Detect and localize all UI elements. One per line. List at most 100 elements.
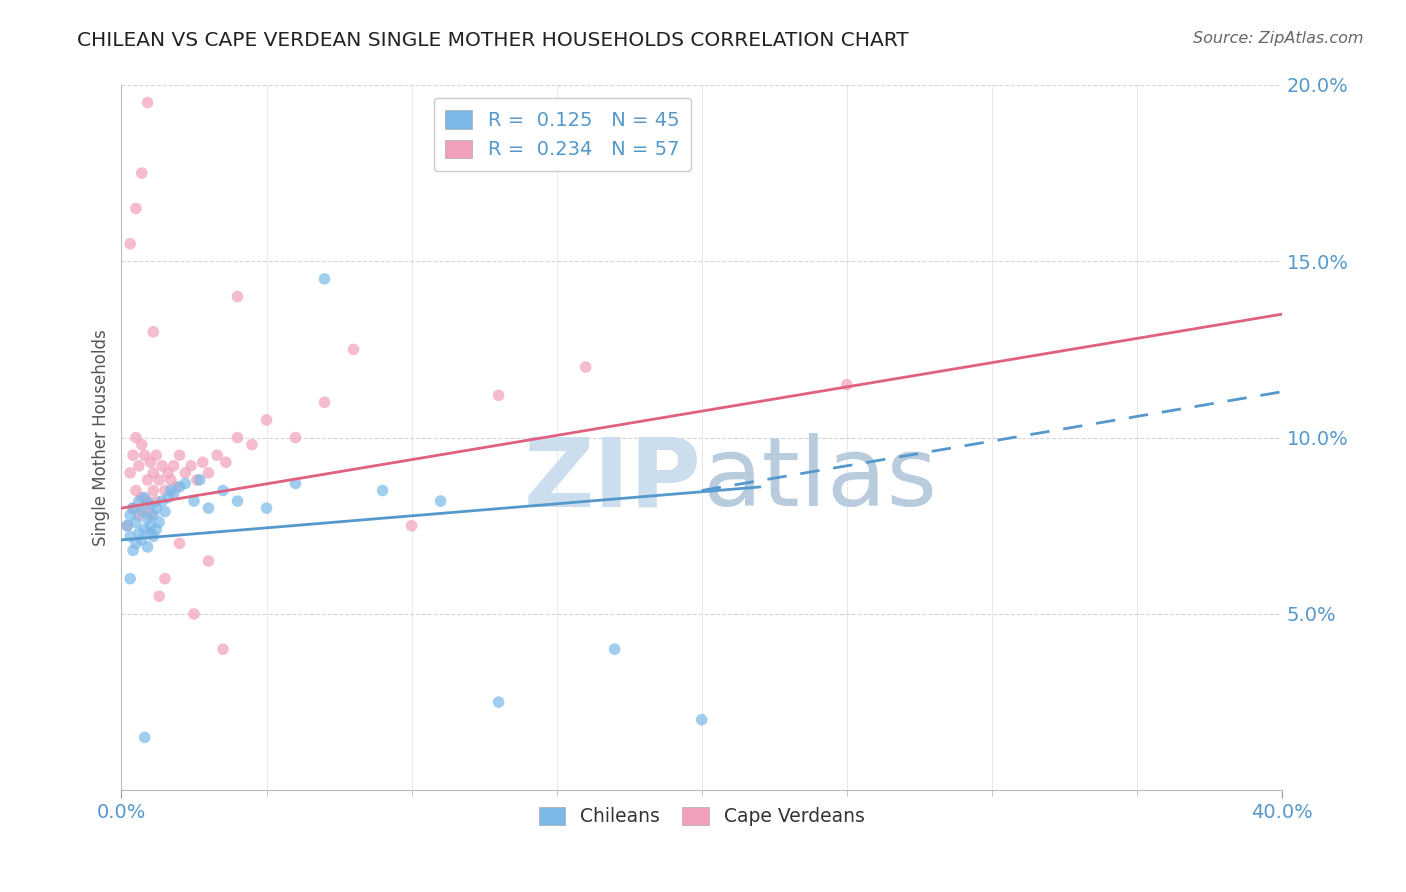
Point [197, 501, 219, 516]
Point [226, 431, 249, 445]
Point [150, 494, 173, 508]
Point [134, 491, 156, 505]
Point [142, 483, 165, 498]
Text: ZIP: ZIP [524, 434, 702, 526]
Point [145, 501, 167, 516]
Point [212, 642, 235, 657]
Point [488, 695, 510, 709]
Point [256, 501, 278, 516]
Point [488, 388, 510, 402]
Point [429, 494, 451, 508]
Point [125, 202, 148, 216]
Point [122, 448, 145, 462]
Point [186, 473, 208, 487]
Point [169, 448, 191, 462]
Point [153, 572, 176, 586]
Point [117, 518, 139, 533]
Point [226, 289, 249, 303]
Point [136, 494, 159, 508]
Point [131, 533, 153, 547]
Point [180, 458, 202, 473]
Point [169, 536, 191, 550]
Point [134, 448, 156, 462]
Point [142, 508, 165, 523]
Point [120, 236, 142, 251]
Legend: Chileans, Cape Verdeans: Chileans, Cape Verdeans [531, 799, 872, 834]
Point [145, 448, 167, 462]
Point [128, 494, 150, 508]
Point [226, 494, 249, 508]
Point [215, 455, 238, 469]
Text: CHILEAN VS CAPE VERDEAN SINGLE MOTHER HOUSEHOLDS CORRELATION CHART: CHILEAN VS CAPE VERDEAN SINGLE MOTHER HO… [77, 31, 908, 50]
Point [142, 325, 165, 339]
Point [131, 437, 153, 451]
Point [136, 473, 159, 487]
Point [284, 476, 307, 491]
Point [145, 494, 167, 508]
Point [284, 431, 307, 445]
Point [603, 642, 626, 657]
Point [125, 536, 148, 550]
Point [240, 437, 263, 451]
Point [153, 483, 176, 498]
Point [120, 572, 142, 586]
Point [125, 483, 148, 498]
Point [117, 518, 139, 533]
Point [163, 458, 186, 473]
Point [131, 505, 153, 519]
Text: atlas: atlas [702, 434, 936, 526]
Point [169, 480, 191, 494]
Point [128, 458, 150, 473]
Point [148, 589, 170, 603]
Point [134, 501, 156, 516]
Point [136, 95, 159, 110]
Point [174, 476, 197, 491]
Point [401, 518, 423, 533]
Point [163, 487, 186, 501]
Point [122, 543, 145, 558]
Point [191, 455, 214, 469]
Point [197, 554, 219, 568]
Point [139, 518, 162, 533]
Point [134, 731, 156, 745]
Point [145, 522, 167, 536]
Point [125, 431, 148, 445]
Point [156, 466, 179, 480]
Point [690, 713, 713, 727]
Point [197, 466, 219, 480]
Point [139, 525, 162, 540]
Point [128, 525, 150, 540]
Point [575, 360, 598, 375]
Point [128, 508, 150, 523]
Point [183, 494, 205, 508]
Point [148, 515, 170, 529]
Point [122, 501, 145, 516]
Point [183, 607, 205, 621]
Point [150, 458, 173, 473]
Point [256, 413, 278, 427]
Point [142, 466, 165, 480]
Point [188, 473, 211, 487]
Point [166, 480, 188, 494]
Point [131, 166, 153, 180]
Point [148, 473, 170, 487]
Point [174, 466, 197, 480]
Point [120, 466, 142, 480]
Point [139, 498, 162, 512]
Point [136, 540, 159, 554]
Point [342, 343, 364, 357]
Text: Source: ZipAtlas.com: Source: ZipAtlas.com [1194, 31, 1364, 46]
Point [125, 515, 148, 529]
Point [120, 508, 142, 523]
Point [159, 473, 181, 487]
Point [159, 483, 181, 498]
Point [139, 455, 162, 469]
Y-axis label: Single Mother Households: Single Mother Households [93, 329, 110, 546]
Point [835, 377, 858, 392]
Point [136, 512, 159, 526]
Point [314, 395, 336, 409]
Point [205, 448, 228, 462]
Point [153, 505, 176, 519]
Point [212, 483, 235, 498]
Point [122, 501, 145, 516]
